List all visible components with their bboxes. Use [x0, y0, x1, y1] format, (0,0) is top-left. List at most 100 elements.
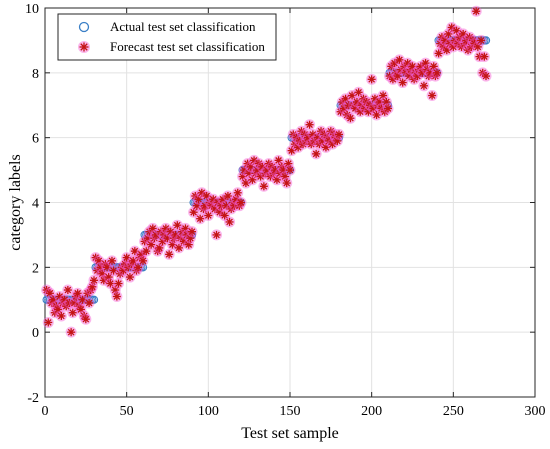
- forecast-point-stroke: [129, 257, 137, 265]
- forecast-point-stroke: [366, 101, 374, 109]
- forecast-point-stroke: [242, 179, 250, 187]
- forecast-point-stroke: [271, 166, 279, 174]
- forecast-point-stroke: [329, 140, 336, 148]
- forecast-point-stroke: [320, 131, 328, 138]
- forecast-point-stroke: [360, 95, 367, 103]
- forecast-point: [478, 51, 490, 63]
- legend-forecast-label: Forecast test set classification: [110, 39, 265, 54]
- forecast-point-stroke: [57, 312, 65, 320]
- forecast-point-stroke: [85, 299, 93, 307]
- forecast-point-stroke: [196, 215, 204, 223]
- forecast-point-stroke: [427, 69, 434, 77]
- forecast-point-stroke: [384, 105, 392, 112]
- forecast-point-stroke: [394, 72, 402, 80]
- forecast-point-stroke: [258, 163, 266, 171]
- forecast-point: [420, 57, 432, 69]
- forecast-point-stroke: [280, 166, 287, 174]
- y-tick-label: 0: [32, 326, 39, 341]
- forecast-point-stroke: [433, 69, 441, 77]
- forecast-point-stroke: [92, 254, 99, 261]
- forecast-point-stroke: [365, 108, 372, 116]
- forecast-point: [418, 80, 430, 92]
- forecast-point: [371, 109, 383, 121]
- forecast-point-stroke: [71, 299, 78, 307]
- forecast-point-stroke: [296, 137, 304, 145]
- forecast-point-stroke: [231, 202, 238, 210]
- forecast-point-stroke: [98, 270, 106, 278]
- forecast-point-stroke: [471, 40, 478, 47]
- forecast-point-stroke: [190, 208, 197, 216]
- forecast-point-stroke: [103, 263, 111, 271]
- forecast-point: [282, 158, 294, 170]
- forecast-point-stroke: [285, 160, 292, 167]
- forecast-point: [104, 278, 116, 290]
- y-tick-label: -2: [27, 391, 39, 406]
- forecast-point-stroke: [440, 43, 447, 51]
- forecast-point-stroke: [291, 140, 299, 148]
- forecast-point-stroke: [180, 238, 188, 245]
- forecast-point-stroke: [304, 134, 312, 142]
- forecast-point-stroke: [67, 328, 75, 336]
- forecast-point-stroke: [476, 53, 483, 60]
- forecast-point-stroke: [378, 105, 385, 112]
- forecast-point-stroke: [438, 33, 446, 41]
- forecast-point-stroke: [182, 225, 189, 232]
- forecast-point: [86, 281, 98, 293]
- forecast-point-stroke: [61, 296, 68, 304]
- forecast-point: [163, 248, 175, 260]
- forecast-point-stroke: [95, 257, 103, 265]
- legend-actual-marker: [78, 21, 90, 33]
- forecast-point-stroke: [147, 241, 155, 248]
- forecast-point-stroke: [77, 306, 85, 313]
- forecast-point-stroke: [314, 134, 322, 142]
- forecast-point-stroke: [106, 280, 114, 287]
- forecast-point-stroke: [49, 296, 57, 304]
- forecast-point-stroke: [322, 144, 330, 151]
- forecast-point-stroke: [172, 231, 180, 239]
- forecast-point-stroke: [222, 202, 230, 210]
- forecast-point: [140, 245, 152, 257]
- forecast-point-stroke: [275, 157, 282, 164]
- forecast-point-stroke: [358, 101, 366, 109]
- forecast-point-stroke: [361, 105, 369, 112]
- forecast-point-stroke: [334, 137, 341, 145]
- forecast-point-stroke: [317, 127, 325, 135]
- forecast-point-stroke: [44, 319, 52, 326]
- forecast-point-stroke: [459, 30, 467, 38]
- forecast-point-stroke: [82, 315, 90, 323]
- forecast-point-stroke: [391, 59, 398, 67]
- forecast-point-stroke: [138, 251, 145, 258]
- forecast-point-stroke: [214, 199, 222, 206]
- forecast-point-stroke: [247, 163, 255, 171]
- forecast-point-stroke: [198, 189, 206, 197]
- forecast-point: [103, 271, 115, 283]
- forecast-point-stroke: [239, 173, 246, 180]
- forecast-point-stroke: [402, 69, 410, 77]
- forecast-point-stroke: [69, 309, 77, 317]
- forecast-point-stroke: [420, 82, 428, 90]
- forecast-point-stroke: [79, 296, 86, 304]
- forecast-point: [433, 47, 445, 59]
- forecast-point-stroke: [422, 59, 429, 67]
- forecast-point-stroke: [435, 50, 442, 57]
- forecast-point-stroke: [183, 231, 191, 239]
- forecast-point-stroke: [64, 286, 72, 294]
- forecast-point: [389, 57, 401, 69]
- forecast-point-stroke: [120, 267, 127, 274]
- forecast-point: [470, 5, 482, 17]
- forecast-point-stroke: [240, 166, 248, 174]
- forecast-point-stroke: [173, 221, 181, 229]
- forecast-point: [258, 180, 270, 192]
- forecast-point-stroke: [312, 150, 320, 158]
- forecast-point-stroke: [481, 53, 488, 60]
- forecast-point-stroke: [255, 160, 263, 167]
- forecast-point: [88, 274, 100, 286]
- forecast-point-stroke: [218, 202, 225, 210]
- forecast-point: [273, 154, 285, 166]
- forecast-point: [78, 41, 90, 53]
- forecast-point-stroke: [474, 43, 482, 51]
- forecast-point: [480, 70, 492, 82]
- forecast-point-stroke: [152, 231, 160, 239]
- forecast-point-stroke: [324, 134, 331, 142]
- forecast-point-stroke: [414, 72, 421, 80]
